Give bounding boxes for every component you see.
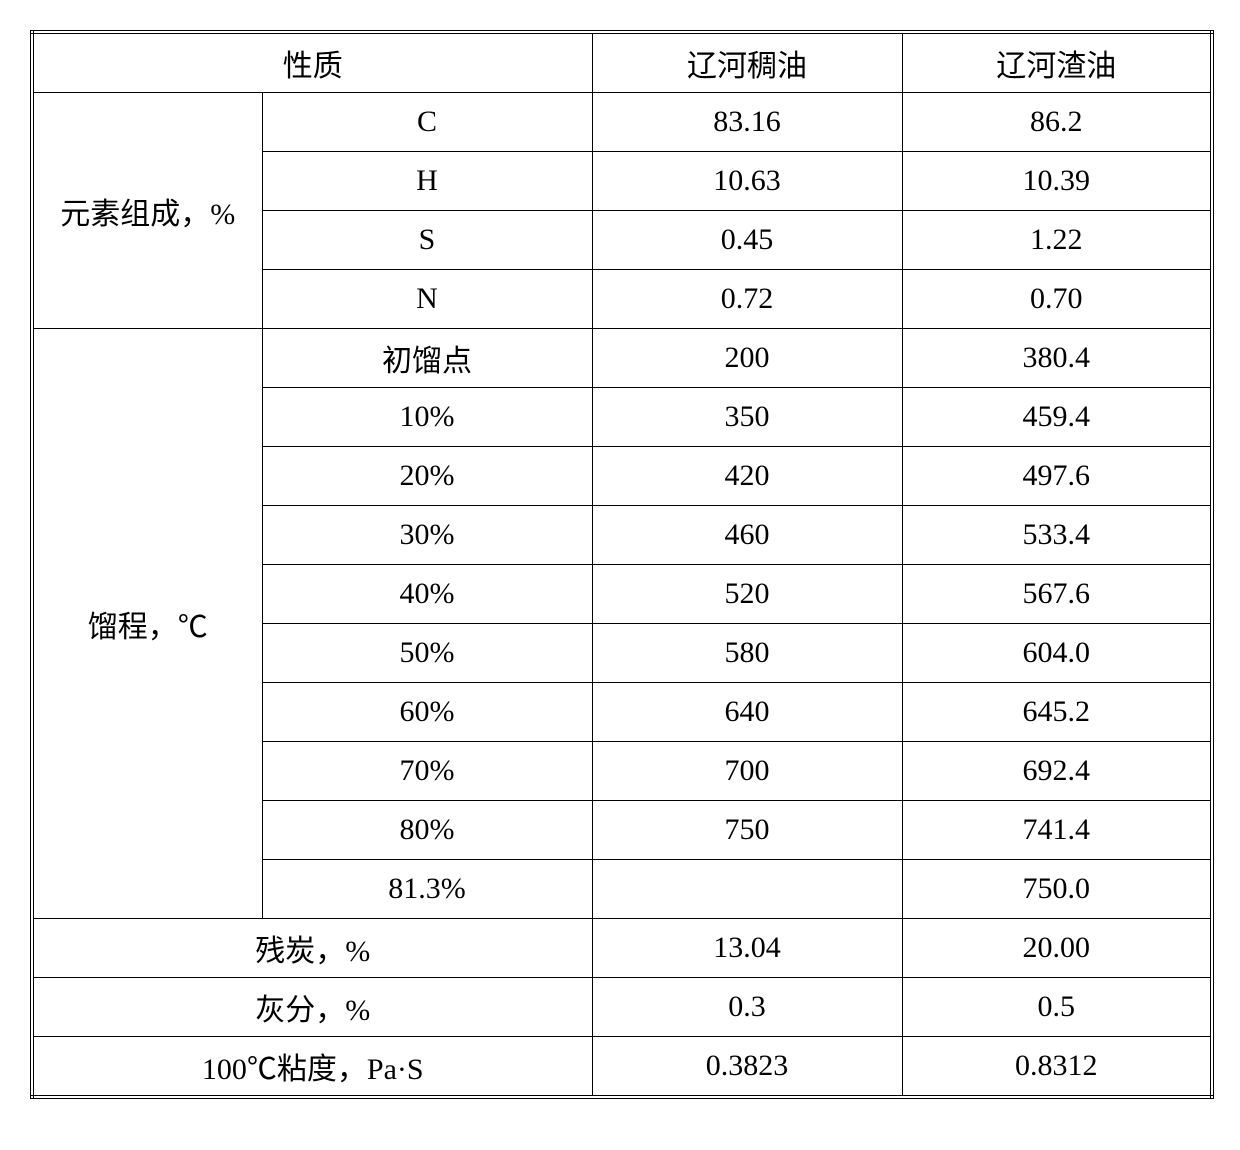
row-label: N [262,270,592,329]
cell: 459.4 [902,388,1212,447]
cell: 497.6 [902,447,1212,506]
header-property: 性质 [32,32,592,93]
cell: 20.00 [902,919,1212,978]
cell: 1.22 [902,211,1212,270]
row-label: 10% [262,388,592,447]
row-label: S [262,211,592,270]
header-col-2: 辽河渣油 [902,32,1212,93]
row-label: H [262,152,592,211]
cell: 10.63 [592,152,902,211]
row-label: 初馏点 [262,329,592,388]
row-label-ash: 灰分，% [32,978,592,1037]
cell: 533.4 [902,506,1212,565]
row-label: C [262,93,592,152]
row-label: 20% [262,447,592,506]
cell: 0.72 [592,270,902,329]
cell: 750.0 [902,860,1212,919]
cell: 200 [592,329,902,388]
cell: 0.5 [902,978,1212,1037]
row-label: 40% [262,565,592,624]
cell: 604.0 [902,624,1212,683]
cell: 86.2 [902,93,1212,152]
table-row: 100℃粘度，Pa·S 0.3823 0.8312 [32,1037,1212,1098]
row-label: 50% [262,624,592,683]
cell: 0.8312 [902,1037,1212,1098]
cell: 640 [592,683,902,742]
row-label-viscosity: 100℃粘度，Pa·S [32,1037,592,1098]
row-label: 80% [262,801,592,860]
cell: 645.2 [902,683,1212,742]
oil-properties-table: 性质 辽河稠油 辽河渣油 元素组成，% C 83.16 86.2 H 10.63… [30,30,1210,1099]
cell: 0.3823 [592,1037,902,1098]
cell: 83.16 [592,93,902,152]
header-row: 性质 辽河稠油 辽河渣油 [32,32,1212,93]
table-row: 残炭，% 13.04 20.00 [32,919,1212,978]
group-label-element: 元素组成，% [32,93,262,329]
cell: 741.4 [902,801,1212,860]
table-row: 元素组成，% C 83.16 86.2 [32,93,1212,152]
row-label: 30% [262,506,592,565]
cell: 750 [592,801,902,860]
cell: 460 [592,506,902,565]
row-label: 81.3% [262,860,592,919]
cell: 692.4 [902,742,1212,801]
cell: 520 [592,565,902,624]
row-label: 70% [262,742,592,801]
cell: 13.04 [592,919,902,978]
table-row: 馏程，℃ 初馏点 200 380.4 [32,329,1212,388]
cell: 0.70 [902,270,1212,329]
cell [592,860,902,919]
cell: 380.4 [902,329,1212,388]
cell: 0.3 [592,978,902,1037]
cell: 0.45 [592,211,902,270]
table-row: 灰分，% 0.3 0.5 [32,978,1212,1037]
cell: 580 [592,624,902,683]
cell: 350 [592,388,902,447]
cell: 10.39 [902,152,1212,211]
group-label-distillation: 馏程，℃ [32,329,262,919]
cell: 567.6 [902,565,1212,624]
cell: 700 [592,742,902,801]
cell: 420 [592,447,902,506]
data-table: 性质 辽河稠油 辽河渣油 元素组成，% C 83.16 86.2 H 10.63… [30,30,1214,1099]
header-col-1: 辽河稠油 [592,32,902,93]
row-label: 60% [262,683,592,742]
row-label-carbon-residue: 残炭，% [32,919,592,978]
